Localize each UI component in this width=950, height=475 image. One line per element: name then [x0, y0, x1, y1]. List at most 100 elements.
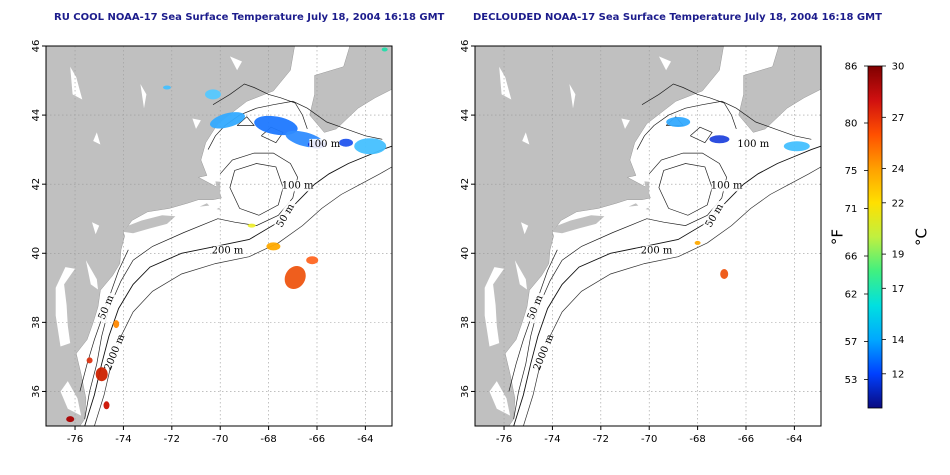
fahrenheit-tick-label: 66 — [845, 252, 858, 263]
lat-tick-label: 38 — [31, 316, 42, 329]
map-title: DECLOUDED NOAA-17 Sea Surface Temperatur… — [473, 12, 882, 23]
fahrenheit-tick-label: 71 — [845, 204, 858, 215]
map-frame — [474, 45, 822, 427]
lat-tick-label: 46 — [460, 40, 471, 53]
us-mainland-land — [475, 46, 724, 426]
lon-tick-label: -64 — [786, 434, 802, 445]
contour-50m — [658, 163, 713, 216]
fahrenheit-tick-label: 86 — [845, 62, 858, 73]
bay-water — [489, 381, 511, 416]
nova-scotia-land — [309, 46, 392, 133]
contour-label: 200 m — [212, 245, 244, 256]
bay-water — [55, 267, 75, 347]
lake-water — [521, 222, 529, 235]
contour-200m — [84, 145, 392, 426]
celsius-tick-label: 22 — [892, 198, 905, 209]
fahrenheit-tick-label: 53 — [845, 375, 858, 386]
lon-tick-label: -68 — [689, 434, 705, 445]
celsius-tick-label: 24 — [892, 164, 905, 175]
lon-tick-label: -64 — [357, 434, 373, 445]
island-land — [645, 207, 651, 211]
map-title: RU COOL NOAA-17 Sea Surface Temperature … — [54, 12, 445, 23]
lake-water — [621, 118, 630, 129]
lat-tick-label: 46 — [31, 40, 42, 53]
lake-water — [140, 84, 147, 109]
lat-tick-label: 38 — [460, 316, 471, 329]
lat-tick-label: 42 — [31, 178, 42, 191]
sst-patch — [666, 117, 691, 127]
lake-water — [192, 118, 201, 129]
contour-200m — [513, 145, 821, 426]
sst-patch — [783, 141, 810, 152]
sst-patch — [95, 367, 108, 382]
sst-patch — [720, 269, 729, 279]
contour-label: 100 m — [308, 139, 340, 150]
lat-tick-label: 40 — [460, 247, 471, 260]
contour-100m — [84, 152, 298, 420]
long-island-land — [123, 215, 176, 234]
nova-scotia-land — [738, 46, 821, 133]
lake-water — [499, 66, 512, 100]
sst-patch — [113, 320, 120, 329]
island-land — [628, 203, 639, 207]
contour-50m — [229, 163, 284, 216]
contour-100m — [690, 126, 713, 144]
sst-patch — [694, 240, 701, 245]
celsius-tick-label: 17 — [892, 284, 905, 295]
sst-patch — [709, 135, 730, 144]
lat-tick-label: 44 — [460, 109, 471, 122]
celsius-tick-label: 12 — [892, 369, 905, 380]
sst-patch — [66, 416, 75, 423]
lake-water — [658, 56, 671, 71]
lake-water — [93, 132, 101, 145]
contour-label: 100 m — [737, 139, 769, 150]
sst-patch — [205, 89, 221, 100]
lake-water — [92, 222, 100, 235]
lat-tick-label: 36 — [460, 385, 471, 398]
sst-patch — [254, 115, 298, 136]
lat-tick-label: 44 — [31, 109, 42, 122]
sst-patch — [103, 401, 110, 410]
bay-water — [484, 267, 504, 347]
map-panel-declouded: DECLOUDED NOAA-17 Sea Surface Temperatur… — [460, 12, 882, 445]
sst-patch — [266, 242, 281, 251]
lon-tick-label: -68 — [260, 434, 276, 445]
celsius-tick-label: 19 — [892, 250, 905, 261]
sst-patch — [247, 223, 256, 228]
lon-tick-label: -66 — [738, 434, 754, 445]
lon-tick-label: -70 — [212, 434, 228, 445]
fahrenheit-tick-label: 80 — [845, 119, 858, 130]
lat-tick-label: 36 — [31, 385, 42, 398]
contour-100m — [636, 100, 812, 150]
celsius-tick-label: 30 — [892, 62, 905, 73]
long-island-land — [552, 215, 605, 234]
sst-patch — [306, 256, 319, 265]
celsius-tick-label: 27 — [892, 113, 905, 124]
fahrenheit-tick-label: 57 — [845, 337, 858, 348]
lon-tick-label: -72 — [593, 434, 609, 445]
temperature-colorbar: 30 27 24 22 19 17 14 12 86 80 75 71 66 62 57 53 °F °C — [829, 62, 931, 409]
lat-tick-label: 40 — [31, 247, 42, 260]
lon-tick-label: -76 — [67, 434, 83, 445]
lake-water — [229, 56, 242, 71]
lake-water — [522, 132, 530, 145]
sst-patch — [163, 85, 171, 90]
contour-100m — [513, 152, 727, 420]
contour-label: 100 m — [711, 180, 743, 191]
fahrenheit-tick-label: 75 — [845, 166, 858, 177]
lon-tick-label: -66 — [309, 434, 325, 445]
contour-label: 100 m — [282, 180, 314, 191]
lon-tick-label: -72 — [164, 434, 180, 445]
sst-patch — [284, 265, 306, 290]
fahrenheit-unit-label: °F — [829, 229, 847, 245]
cape-cod-land — [644, 181, 650, 197]
map-panel-ru-cool: RU COOL NOAA-17 Sea Surface Temperature … — [31, 12, 445, 445]
contour-50m — [212, 83, 308, 130]
lon-tick-label: -74 — [544, 434, 560, 445]
celsius-unit-label: °C — [913, 228, 931, 246]
lat-tick-label: 42 — [460, 178, 471, 191]
sst-patch — [210, 112, 245, 129]
celsius-tick-label: 14 — [892, 335, 905, 346]
colorbar-gradient — [867, 65, 883, 409]
